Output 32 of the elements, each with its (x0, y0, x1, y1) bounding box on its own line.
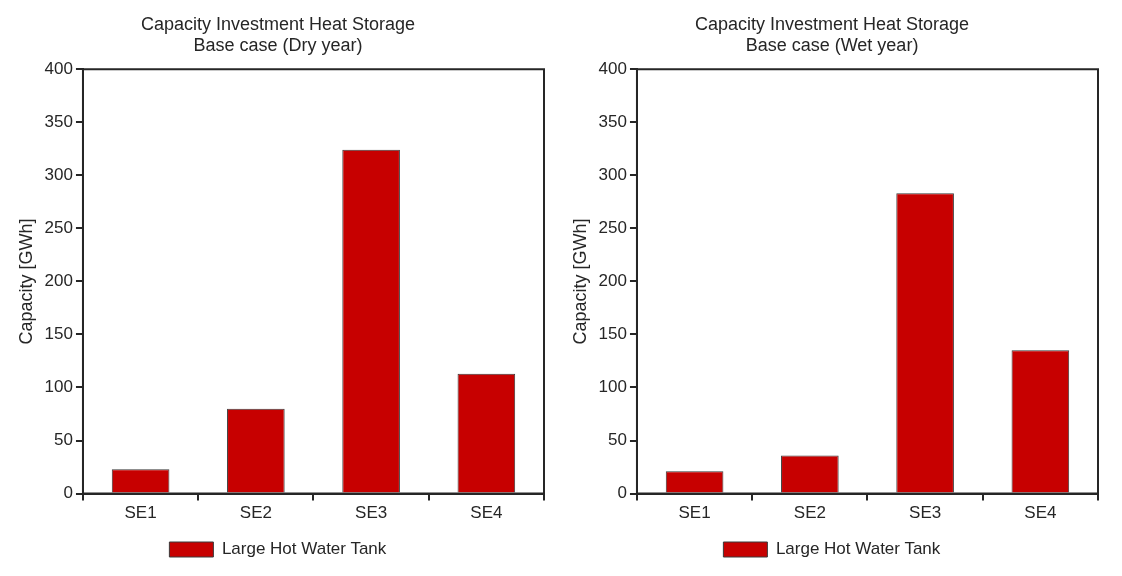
y-tick-label: 200 (598, 271, 627, 291)
x-tick-label: SE3 (909, 503, 942, 523)
x-tick-label: SE1 (678, 503, 711, 523)
y-tick-label: 50 (54, 430, 73, 450)
chart-title: Capacity Investment Heat Storage Base case (Dry year) (140, 13, 416, 56)
y-tick-label: 200 (44, 271, 73, 291)
y-tick-label: 300 (44, 164, 73, 184)
chart-title: Capacity Investment Heat Storage Base case (Wet year) (694, 13, 970, 56)
y-tick-label: 350 (598, 111, 627, 131)
x-tick-label: SE2 (793, 503, 826, 523)
x-tick-label: SE1 (124, 503, 157, 523)
y-axis-title: Capacity [GWh] (569, 218, 590, 345)
y-tick-label: 50 (608, 430, 627, 450)
y-tick-label: 400 (598, 58, 627, 78)
y-tick-label: 100 (44, 377, 73, 397)
y-tick-label: 250 (44, 218, 73, 238)
legend-label: Large Hot Water Tank (775, 539, 941, 559)
x-tick-label: SE3 (355, 503, 388, 523)
legend-label: Large Hot Water Tank (221, 539, 387, 559)
y-tick-label: 250 (598, 218, 627, 238)
x-tick-label: SE4 (1024, 503, 1057, 523)
y-axis-title: Capacity [GWh] (15, 218, 36, 345)
y-tick-label: 0 (617, 483, 627, 503)
x-tick-label: SE2 (239, 503, 272, 523)
y-tick-label: 400 (44, 58, 73, 78)
y-tick-label: 300 (598, 164, 627, 184)
y-tick-label: 100 (598, 377, 627, 397)
y-tick-label: 0 (63, 483, 73, 503)
y-tick-label: 150 (598, 324, 627, 344)
y-tick-label: 350 (44, 111, 73, 131)
x-tick-label: SE4 (470, 503, 503, 523)
y-tick-label: 150 (44, 324, 73, 344)
